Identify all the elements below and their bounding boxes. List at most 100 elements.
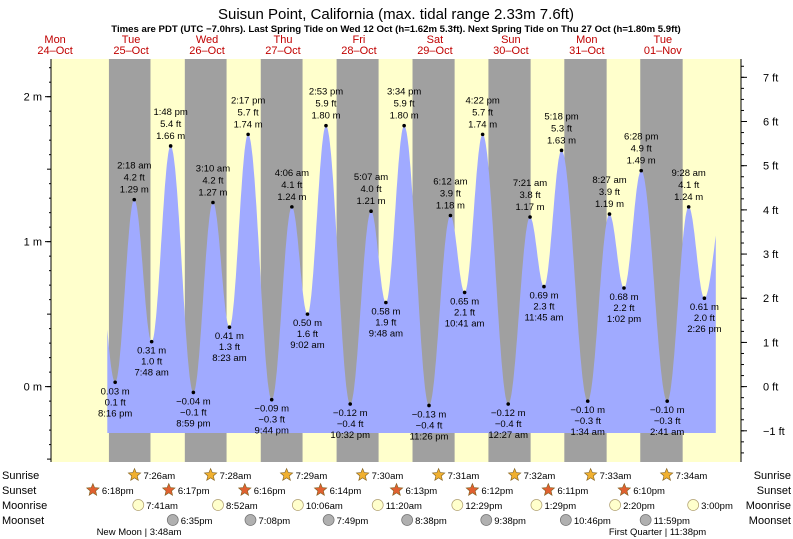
feet-tick-label: 2 ft <box>763 293 778 305</box>
tide-point <box>506 402 511 406</box>
tide-meter-label: −0.10 m <box>570 405 605 416</box>
tide-meter-label: 0.03 m <box>101 386 130 397</box>
moonrise-icon <box>212 499 224 511</box>
tide-point <box>149 339 154 344</box>
tide-meter-label: 1.66 m <box>156 131 185 142</box>
tide-time-label: 3:34 pm <box>387 87 421 98</box>
tide-point <box>585 399 590 403</box>
sunrise-time: 7:33am <box>600 471 632 482</box>
day-weekday-label: Sun <box>501 34 521 46</box>
tide-feet-label: 5.3 ft <box>551 123 572 134</box>
tide-feet-label: 1.6 ft <box>297 329 318 340</box>
tide-time-label: 8:59 pm <box>176 418 210 429</box>
tide-area <box>107 125 716 433</box>
sunrise-time: 7:29am <box>296 471 328 482</box>
tide-point <box>462 290 467 295</box>
moonset-time: 9:38pm <box>494 516 526 527</box>
moonset-icon <box>639 514 652 526</box>
tide-time-label: 8:23 am <box>212 353 246 364</box>
tide-feet-label: 5.9 ft <box>315 99 336 110</box>
tide-point <box>427 403 431 408</box>
moonrise-row-label-right: Moonrise <box>746 500 791 512</box>
tide-feet-label: −0.4 ft <box>416 420 443 431</box>
tide-feet-label: 2.0 ft <box>694 313 715 324</box>
moonrise-icon <box>609 499 621 511</box>
tide-feet-label: 5.7 ft <box>472 107 493 118</box>
tide-point <box>686 205 691 209</box>
day-date-label: 30–Oct <box>493 45 528 57</box>
tide-point <box>246 132 250 137</box>
feet-tick-label: 0 ft <box>763 382 778 394</box>
moonset-time: 8:38pm <box>415 516 447 527</box>
tide-feet-label: −0.3 ft <box>574 416 601 427</box>
tide-time-label: 10:32 pm <box>330 430 370 441</box>
tide-point <box>665 399 669 403</box>
tide-feet-label: 4.1 ft <box>281 180 302 191</box>
tide-feet-label: 4.2 ft <box>124 173 145 184</box>
tide-feet-label: 2.1 ft <box>454 307 475 318</box>
tide-feet-label: 5.7 ft <box>238 107 259 118</box>
day-date-label: 01–Nov <box>644 45 682 57</box>
sunset-time: 6:18pm <box>102 486 134 497</box>
tide-feet-label: 5.4 ft <box>160 119 181 130</box>
tide-point <box>290 205 294 209</box>
tide-feet-label: 4.1 ft <box>678 180 699 191</box>
day-date-label: 28–Oct <box>341 45 376 57</box>
sunrise-time: 7:28am <box>220 471 252 482</box>
axes: 0 m 1 m 2 m −1 ft 0 ft 1 ft 2 ft 3 ft 4 ft 5 ft 6 … <box>24 59 785 462</box>
tide-point <box>305 312 310 316</box>
tide-meter-label: 1.17 m <box>516 202 545 213</box>
tide-meter-label: −0.10 m <box>650 405 685 416</box>
sunset-icon <box>389 482 404 496</box>
tide-feet-label: 1.9 ft <box>375 318 396 329</box>
moonset-time: 7:08pm <box>258 516 290 527</box>
tide-point <box>559 148 564 153</box>
sunset-row-label-left: Sunset <box>2 485 36 497</box>
meter-tick-label: 0 m <box>24 382 42 394</box>
day-date-label: 27–Oct <box>265 45 300 57</box>
sunrise-icon <box>279 467 294 481</box>
tide-time-label: 9:02 am <box>290 340 324 351</box>
moonrise-icon <box>687 499 700 511</box>
feet-tick-label: 7 ft <box>763 72 778 84</box>
tide-time-label: 3:10 am <box>196 164 230 175</box>
tide-time-label: 6:12 am <box>433 177 467 188</box>
tide-meter-label: 1.21 m <box>357 196 386 207</box>
tide-feet-label: −0.3 ft <box>654 416 681 427</box>
tide-time-label: 1:02 pm <box>607 314 641 325</box>
sunrise-time: 7:31am <box>448 471 480 482</box>
tide-feet-label: −0.1 ft <box>180 407 207 418</box>
tide-feet-label: 0.1 ft <box>105 397 126 408</box>
tide-meter-label: 1.80 m <box>390 111 419 122</box>
day-weekday-label: Sat <box>427 34 444 46</box>
tide-point <box>269 397 274 402</box>
sunrise-time: 7:34am <box>676 471 708 482</box>
moonset-icon <box>322 514 335 526</box>
tide-point <box>369 209 373 214</box>
tide-feet-label: 4.2 ft <box>202 176 223 187</box>
tide-time-label: 10:41 am <box>445 318 485 329</box>
sunset-time: 6:10pm <box>633 486 665 497</box>
tide-feet-label: 2.2 ft <box>613 303 634 314</box>
tide-meter-label: 0.31 m <box>137 346 166 357</box>
feet-tick-label: 3 ft <box>763 249 778 261</box>
sunset-icon <box>541 482 556 496</box>
tide-time-label: 5:07 am <box>354 172 388 183</box>
tide-time-label: 2:26 pm <box>687 324 721 335</box>
moonrise-icon <box>132 499 145 511</box>
tide-time-label: 1:48 pm <box>153 107 187 118</box>
tide-meter-label: 0.69 m <box>529 291 558 302</box>
sunrise-time: 7:26am <box>143 471 175 482</box>
tide-meter-label: 1.29 m <box>120 185 149 196</box>
day-date-label: 25–Oct <box>113 45 148 57</box>
sunset-time: 6:13pm <box>406 486 438 497</box>
moonset-icon <box>480 514 493 526</box>
day-date-label: 24–Oct <box>37 45 72 57</box>
moonset-time: 7:49pm <box>337 516 369 527</box>
meter-tick-label: 2 m <box>24 92 42 104</box>
tide-time-label: 9:28 am <box>672 168 706 179</box>
tide-feet-label: 4.9 ft <box>631 144 652 155</box>
tide-point <box>324 123 328 128</box>
tide-time-label: 5:18 pm <box>544 111 578 122</box>
